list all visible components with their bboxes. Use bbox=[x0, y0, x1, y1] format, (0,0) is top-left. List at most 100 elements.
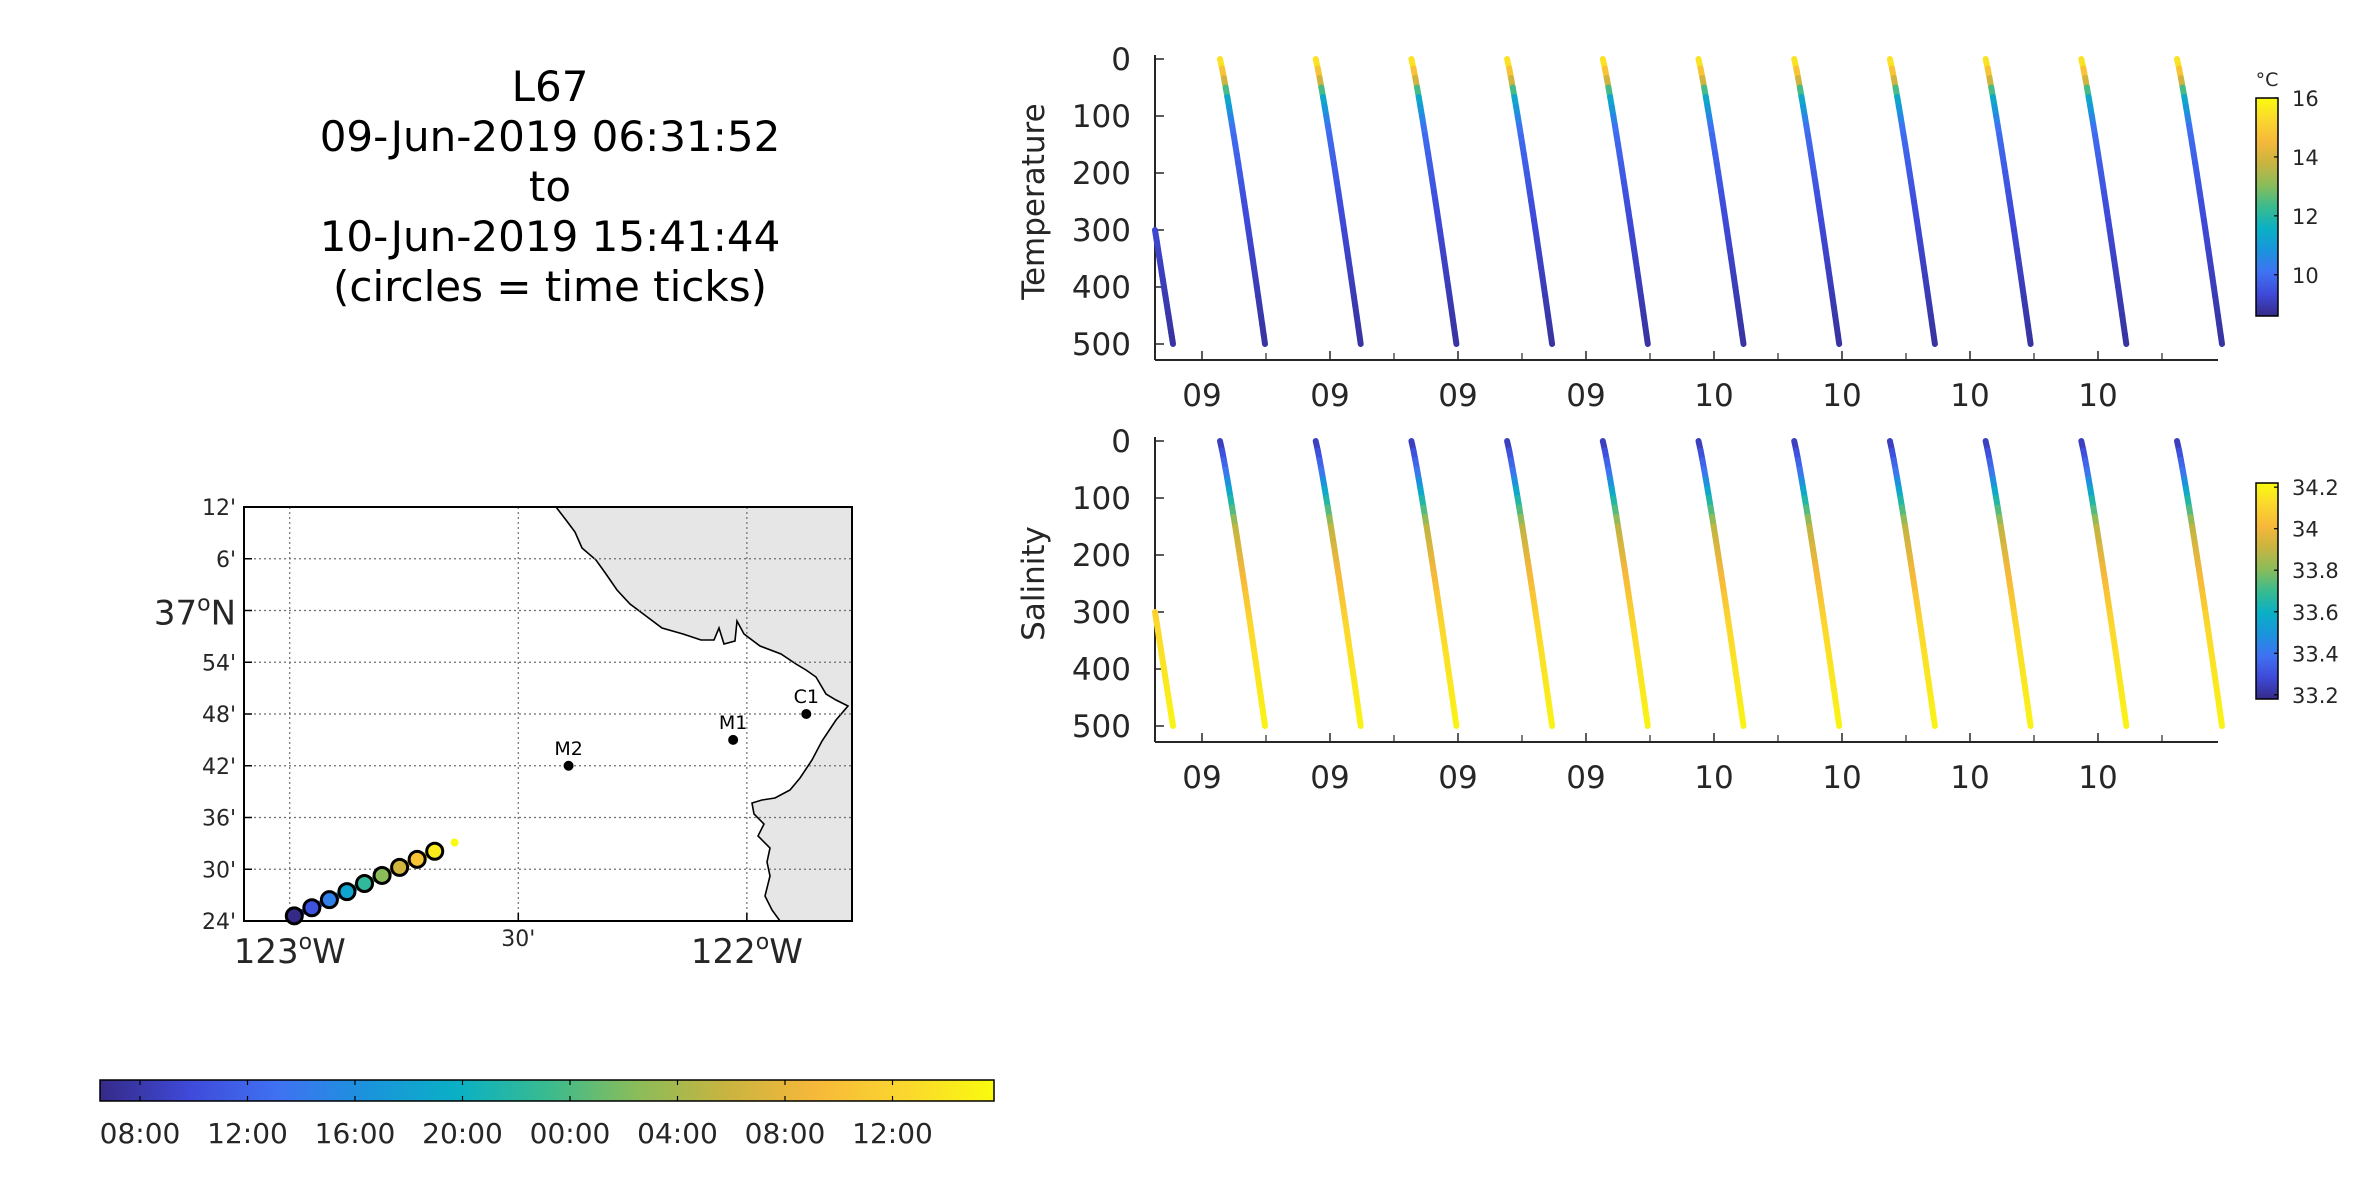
time-colorbar-label: 16:00 bbox=[315, 1117, 396, 1150]
map-lon-tick-label: 122oW bbox=[691, 930, 803, 972]
profile-segment bbox=[2217, 331, 2225, 347]
y-tick-label: 300 bbox=[1072, 595, 1131, 631]
map-lat-tick-label: 48' bbox=[202, 703, 236, 728]
colorbar-tick-label: 16 bbox=[2292, 87, 2319, 111]
time-colorbar-label: 08:00 bbox=[745, 1117, 826, 1150]
station-label: M2 bbox=[554, 738, 582, 760]
x-tick-label: 10 bbox=[1822, 760, 1861, 796]
time-tick-circle bbox=[425, 841, 445, 861]
station-label: M1 bbox=[719, 712, 747, 734]
colorbar-tick-label: 33.8 bbox=[2292, 559, 2339, 583]
time-tick-circle bbox=[372, 865, 392, 885]
map-lat-tick-label: 24' bbox=[202, 910, 236, 935]
map-lat-tick-label: 30' bbox=[202, 858, 236, 883]
x-tick-label: 09 bbox=[1438, 378, 1477, 414]
time-colorbar-fill bbox=[99, 1079, 995, 1102]
profile-segment bbox=[1643, 331, 1651, 347]
profile-segment bbox=[1260, 713, 1268, 729]
x-tick-label: 09 bbox=[1310, 378, 1349, 414]
time-colorbar-label: 00:00 bbox=[530, 1117, 611, 1150]
x-tick-label: 09 bbox=[1310, 760, 1349, 796]
colorbar-tick-label: 33.4 bbox=[2292, 642, 2339, 666]
profile-segment bbox=[2121, 713, 2130, 729]
x-tick-label: 09 bbox=[1566, 378, 1605, 414]
map-lat-tick-label: 12' bbox=[202, 496, 236, 521]
profile-segment bbox=[1930, 713, 1938, 729]
colorbar-tick-label: 34.2 bbox=[2292, 476, 2339, 500]
land-area bbox=[556, 507, 852, 921]
x-tick-label: 10 bbox=[1694, 378, 1733, 414]
map-lat-tick-label: 54' bbox=[202, 651, 236, 676]
coastline bbox=[555, 506, 850, 922]
profile-segment bbox=[1169, 337, 1176, 347]
y-tick-label: 500 bbox=[1072, 709, 1131, 745]
y-tick-label: 200 bbox=[1072, 156, 1131, 192]
map-lat-tick-label: 42' bbox=[202, 755, 236, 780]
title-line-end: 10-Jun-2019 15:41:44 bbox=[319, 212, 781, 261]
map-lat-tick-label: 37oN bbox=[154, 592, 236, 634]
map-panel: 12' 6' 37oN 54' 48' 42' 36' 30' 24'123oW 30' 122oW… bbox=[154, 496, 853, 972]
temperature-panel: 0 100 200 300 400 500 Temperature 09 09 09 09 10 10 1… bbox=[1016, 42, 2319, 414]
x-tick-label: 09 bbox=[1566, 760, 1605, 796]
y-tick-label: 400 bbox=[1072, 270, 1131, 306]
profile-segment bbox=[1260, 331, 1268, 347]
y-axis-label: Temperature bbox=[1016, 103, 1052, 300]
y-tick-label: 0 bbox=[1111, 42, 1131, 78]
time-tick-circle bbox=[319, 890, 339, 910]
time-tick-circle bbox=[302, 898, 322, 918]
profile-segment bbox=[1930, 331, 1938, 347]
title-line-to: to bbox=[528, 162, 572, 211]
map-lat-tick-label: 6' bbox=[216, 548, 236, 573]
colorbar-fill bbox=[2255, 97, 2279, 317]
time-colorbar-label: 12:00 bbox=[207, 1117, 288, 1150]
map-lon-tick-label: 30' bbox=[501, 927, 535, 952]
track-end-point bbox=[450, 838, 459, 847]
y-tick-label: 300 bbox=[1072, 213, 1131, 249]
colorbar-tick-label: 10 bbox=[2292, 264, 2319, 288]
station-marker bbox=[563, 760, 574, 771]
colorbar-tick-label: 14 bbox=[2292, 146, 2319, 170]
profile-segment bbox=[1643, 713, 1651, 729]
time-colorbar-label: 12:00 bbox=[852, 1117, 933, 1150]
x-tick-label: 10 bbox=[2078, 760, 2117, 796]
profile-segment bbox=[1169, 719, 1176, 729]
x-tick-label: 10 bbox=[1822, 378, 1861, 414]
profile-segment bbox=[2026, 713, 2034, 729]
profile-segment bbox=[1452, 331, 1460, 347]
y-tick-label: 200 bbox=[1072, 538, 1131, 574]
time-tick-circle bbox=[337, 882, 357, 902]
time-colorbar: 08:00 12:00 16:00 20:00 00:00 04:00 08:00 12:00 bbox=[99, 1079, 995, 1150]
y-tick-label: 100 bbox=[1072, 481, 1131, 517]
y-tick-label: 500 bbox=[1072, 327, 1131, 363]
title-line-start: 09-Jun-2019 06:31:52 bbox=[319, 112, 781, 161]
colorbar-tick-label: 33.6 bbox=[2292, 601, 2339, 625]
title-line-glider: L67 bbox=[511, 62, 589, 111]
profile-segment bbox=[2026, 331, 2034, 347]
time-colorbar-label: 08:00 bbox=[100, 1117, 181, 1150]
time-tick-circle bbox=[407, 849, 427, 869]
salinity-panel: 0 100 200 300 400 500 Salinity 09 09 09 09 10 10 10 10… bbox=[1016, 424, 2339, 796]
time-colorbar-label: 20:00 bbox=[422, 1117, 503, 1150]
time-tick-circle bbox=[284, 906, 304, 926]
profile-segment bbox=[1356, 713, 1364, 729]
profile-segment bbox=[1834, 331, 1843, 347]
colorbar-tick-label: 34 bbox=[2292, 518, 2319, 542]
profile-segment bbox=[2217, 713, 2225, 729]
profile-segment bbox=[2121, 331, 2130, 347]
profile-segment bbox=[1547, 713, 1556, 729]
time-tick-circle bbox=[355, 874, 375, 894]
figure-title: L67 09-Jun-2019 06:31:52 to 10-Jun-2019 … bbox=[200, 62, 900, 312]
map-lat-tick-label: 36' bbox=[202, 807, 236, 832]
y-tick-label: 400 bbox=[1072, 652, 1131, 688]
x-tick-label: 09 bbox=[1182, 760, 1221, 796]
y-tick-label: 0 bbox=[1111, 424, 1131, 460]
time-tick-circle bbox=[390, 857, 410, 877]
title-line-note: (circles = time ticks) bbox=[333, 262, 767, 311]
x-tick-label: 10 bbox=[1950, 760, 1989, 796]
colorbar-unit: °C bbox=[2256, 69, 2279, 91]
colorbar-tick-label: 33.2 bbox=[2292, 684, 2339, 708]
profile-segment bbox=[1834, 713, 1843, 729]
station-marker bbox=[728, 734, 739, 745]
station-marker bbox=[801, 709, 812, 719]
profile-segment bbox=[1739, 713, 1747, 729]
